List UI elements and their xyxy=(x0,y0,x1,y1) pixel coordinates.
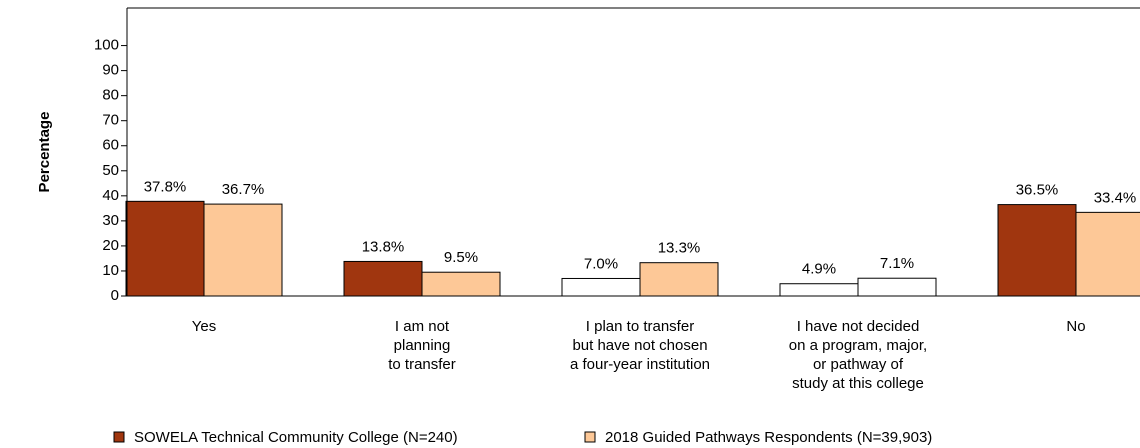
bar xyxy=(779,283,859,297)
bar xyxy=(343,260,423,297)
y-tick-label: 50 xyxy=(102,162,119,179)
y-tick-label: 80 xyxy=(102,87,119,104)
value-label: 37.8% xyxy=(144,178,187,195)
y-axis-label: Percentage xyxy=(36,112,53,193)
y-tick-label: 90 xyxy=(102,62,119,79)
y-tick-label: 0 xyxy=(111,287,119,304)
legend-swatch xyxy=(584,431,596,443)
y-tick-label: 30 xyxy=(102,212,119,229)
bar xyxy=(421,271,501,297)
value-label: 9.5% xyxy=(444,249,478,266)
bar xyxy=(1075,211,1140,297)
value-label: 13.8% xyxy=(362,238,405,255)
legend-label: SOWELA Technical Community College (N=24… xyxy=(134,429,458,446)
bar xyxy=(997,204,1077,297)
bar xyxy=(561,277,641,297)
bar xyxy=(125,200,205,297)
x-tick-label: No xyxy=(1066,318,1086,335)
y-tick-label: 60 xyxy=(102,137,119,154)
y-tick-label: 10 xyxy=(102,262,119,279)
bar xyxy=(203,203,283,297)
y-tick-label: 40 xyxy=(102,187,119,204)
x-tick-label: I have not decided on a program, major, … xyxy=(788,318,928,392)
bar xyxy=(857,277,937,297)
x-tick-label: Yes xyxy=(191,318,217,335)
value-label: 7.1% xyxy=(880,255,914,272)
y-tick-label: 70 xyxy=(102,112,119,129)
legend-label: 2018 Guided Pathways Respondents (N=39,9… xyxy=(605,429,932,446)
bar xyxy=(639,262,719,297)
y-tick-label: 20 xyxy=(102,237,119,254)
value-label: 7.0% xyxy=(584,255,618,272)
y-tick-label: 100 xyxy=(94,37,119,54)
x-tick-label: I am not planning to transfer xyxy=(388,318,456,373)
value-label: 36.5% xyxy=(1016,182,1059,199)
value-label: 33.4% xyxy=(1094,189,1137,206)
x-tick-label: I plan to transfer but have not chosen a… xyxy=(569,318,711,373)
value-label: 36.7% xyxy=(222,181,265,198)
legend-swatch xyxy=(113,431,125,443)
value-label: 13.3% xyxy=(658,240,701,257)
value-label: 4.9% xyxy=(802,261,836,278)
